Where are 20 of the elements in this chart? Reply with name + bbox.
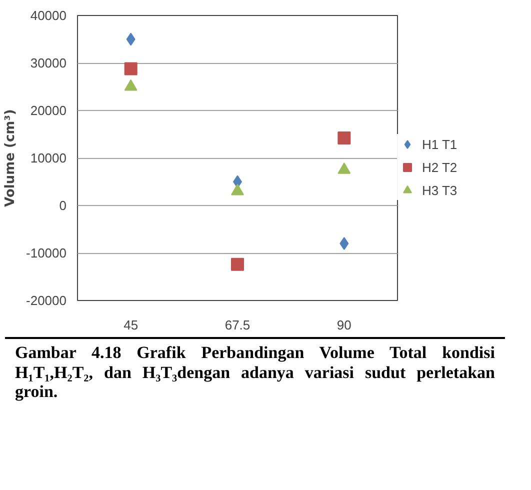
legend-label: H3 T3	[422, 182, 458, 198]
y-tick-label: 40000	[30, 8, 67, 23]
y-tick-label: 0	[59, 198, 67, 213]
point	[231, 258, 244, 271]
legend-label: H2 T2	[422, 160, 458, 174]
point	[126, 32, 136, 46]
x-tick-label: 45	[124, 318, 138, 332]
point	[124, 62, 138, 76]
text: Gambar 4.18 Grafik Perbandingan Volume Total kondisi H₁T₁,H₂T₂, dan H₃T₃dengan adanya variasi sudut perletakan groin.	[5, 337, 505, 406]
legend-label: H1 T1	[422, 136, 458, 152]
y-tick-label: -20000	[26, 293, 67, 308]
y-tick-label: 30000	[30, 56, 67, 70]
y-tick-label: 20000	[30, 103, 67, 118]
x-tick-label: 90	[336, 318, 352, 332]
y-tick-label: -10000	[26, 246, 67, 260]
point	[338, 132, 351, 145]
point	[340, 237, 349, 250]
x-tick-label: 67.5	[224, 318, 250, 332]
y-axis-title: Volume (cm³)	[3, 109, 18, 207]
y-tick-label: 10000	[30, 150, 67, 166]
